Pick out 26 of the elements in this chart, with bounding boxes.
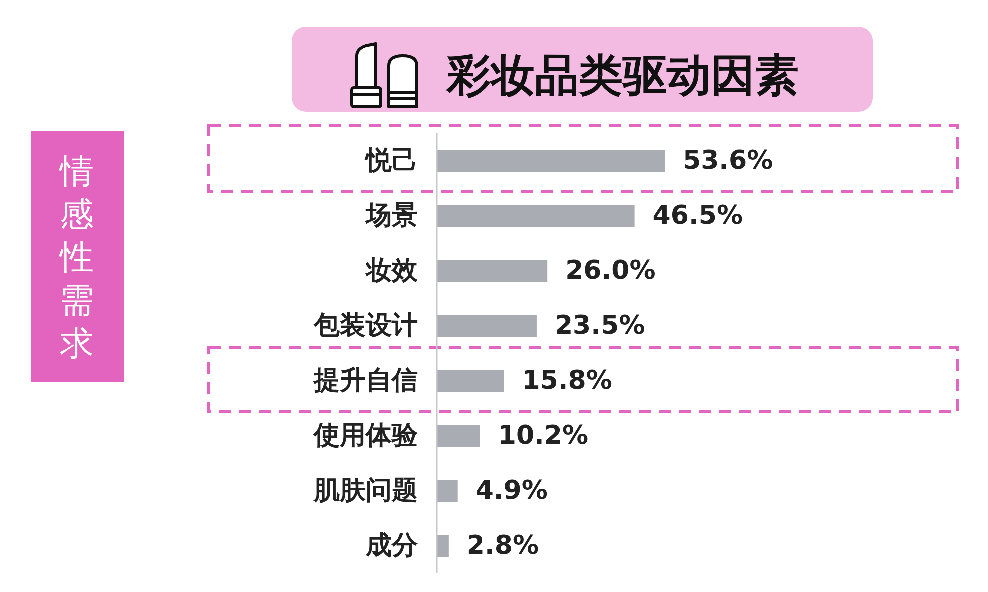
bar bbox=[437, 370, 504, 392]
data-label: 23.5% bbox=[554, 311, 646, 341]
data-label: 26.0% bbox=[566, 256, 656, 286]
y-tick-label: 提升自信 bbox=[313, 366, 418, 396]
bar bbox=[437, 150, 665, 172]
y-tick-label: 场景 bbox=[364, 201, 418, 231]
data-label: 53.6% bbox=[683, 146, 774, 176]
bar bbox=[437, 480, 458, 502]
data-label: 2.8% bbox=[466, 531, 540, 561]
data-label: 15.8% bbox=[522, 366, 612, 396]
y-tick-label: 包装设计 bbox=[313, 311, 418, 341]
bar bbox=[437, 205, 635, 227]
chart-title: 彩妆品类驱动因素 bbox=[445, 50, 799, 102]
y-tick-label: 悦己 bbox=[364, 146, 418, 176]
y-tick-label: 妆效 bbox=[365, 256, 419, 286]
bar bbox=[437, 425, 480, 447]
data-label: 46.5% bbox=[652, 201, 743, 231]
y-tick-label: 使用体验 bbox=[313, 421, 419, 451]
y-tick-label: 成分 bbox=[365, 531, 419, 561]
bar bbox=[437, 315, 537, 337]
bar bbox=[437, 535, 449, 557]
data-label: 4.9% bbox=[476, 476, 548, 506]
bar bbox=[437, 260, 548, 282]
y-tick-label: 肌肤问题 bbox=[313, 476, 418, 506]
text: 情感性需求 bbox=[59, 152, 94, 364]
data-label: 10.2% bbox=[498, 421, 589, 451]
